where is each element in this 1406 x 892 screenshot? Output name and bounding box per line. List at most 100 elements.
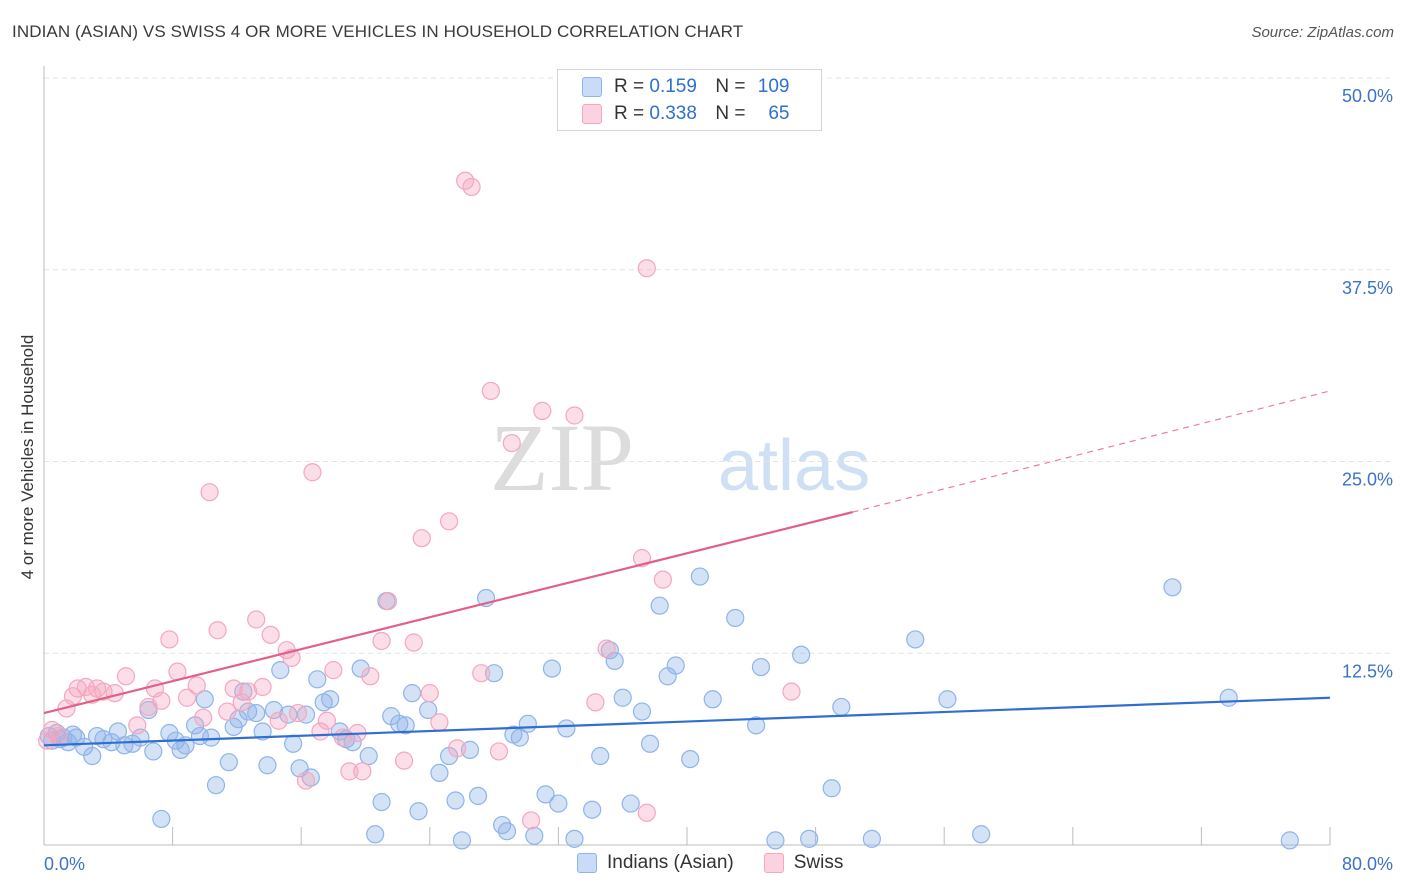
data-point: [404, 633, 423, 652]
data-point: [650, 596, 669, 615]
data-point: [372, 631, 391, 651]
data-point: [372, 792, 391, 812]
data-point: [219, 753, 238, 772]
data-point: [128, 716, 147, 735]
data-point: [666, 656, 685, 675]
data-point: [637, 259, 656, 278]
chart-title: INDIAN (ASIAN) VS SWISS 4 OR MORE VEHICL…: [12, 22, 744, 41]
correlation-legend: R = 0.159 N = 109 R = 0.338 N = 65: [557, 69, 822, 131]
data-point: [366, 825, 385, 844]
data-point: [351, 659, 370, 678]
data-point: [144, 742, 163, 761]
watermark-zip: ZIP: [490, 404, 634, 511]
data-point: [832, 697, 851, 717]
data-point: [232, 693, 251, 712]
legend-n-label: N =: [715, 103, 746, 124]
data-point: [177, 688, 197, 707]
data-point: [782, 682, 801, 701]
y-tick-label: 25.0%: [1342, 470, 1393, 490]
data-point: [1219, 688, 1238, 707]
series-legend: Indians (Asian) Swiss: [577, 852, 873, 874]
data-point: [472, 664, 491, 683]
data-point: [703, 690, 722, 709]
data-point: [542, 659, 562, 678]
data-point: [462, 177, 481, 197]
data-point: [518, 714, 537, 733]
data-point: [359, 746, 378, 766]
legend-r-label: R =: [614, 103, 645, 124]
data-point: [394, 751, 414, 770]
legend-swatch-blue: [582, 77, 602, 97]
data-point: [208, 621, 227, 640]
data-point: [557, 719, 576, 738]
legend-row-swiss: R = 0.338 N = 65: [582, 102, 790, 126]
y-tick-label: 12.5%: [1342, 661, 1393, 681]
data-point: [613, 688, 632, 707]
data-point: [206, 776, 226, 795]
legend-label-indians: Indians (Asian): [607, 852, 734, 873]
data-point: [497, 822, 517, 841]
data-point: [152, 691, 171, 710]
data-point: [862, 829, 881, 848]
legend-swatch-pink: [763, 853, 784, 873]
data-point: [726, 608, 745, 628]
data-point: [800, 829, 819, 848]
data-point: [420, 684, 439, 703]
data-point: [591, 746, 610, 766]
watermark-atlas: atlas: [718, 426, 870, 506]
legend-n-value: 109: [757, 76, 790, 97]
data-point: [49, 726, 68, 746]
data-point: [187, 676, 206, 695]
data-point: [412, 529, 431, 548]
data-point: [621, 794, 640, 813]
data-point: [448, 739, 467, 758]
data-point: [239, 682, 258, 701]
data-point: [247, 610, 266, 629]
data-point: [200, 483, 219, 502]
data-point: [1280, 831, 1299, 850]
data-point: [403, 684, 422, 703]
watermark: ZIP atlas: [490, 404, 870, 511]
data-point: [481, 381, 500, 401]
data-point: [317, 711, 337, 730]
legend-r-value: 0.338: [649, 103, 697, 124]
legend-r-value: 0.159: [649, 76, 697, 97]
data-point: [536, 785, 555, 804]
data-point: [938, 690, 957, 709]
data-point: [1163, 578, 1182, 597]
data-point: [439, 512, 459, 531]
data-point: [632, 702, 652, 721]
data-point: [308, 670, 327, 689]
data-point: [637, 803, 656, 822]
data-point: [640, 734, 660, 753]
data-point: [116, 667, 136, 686]
data-point: [485, 664, 504, 683]
data-point: [194, 708, 213, 727]
data-point: [502, 433, 521, 453]
data-point: [288, 703, 308, 723]
data-point: [224, 679, 243, 698]
data-point: [446, 791, 465, 810]
data-point: [906, 630, 925, 649]
y-tick-label: 37.5%: [1342, 278, 1393, 298]
data-point: [510, 728, 529, 747]
data-point: [468, 786, 488, 806]
data-point: [690, 567, 709, 586]
data-point: [747, 716, 766, 735]
data-point: [269, 711, 288, 730]
data-point: [583, 800, 602, 819]
data-point: [152, 809, 171, 829]
data-point: [296, 771, 316, 790]
data-point: [160, 630, 179, 649]
data-point: [549, 794, 568, 813]
data-point: [972, 825, 991, 844]
trend-line-indians: [43, 696, 1331, 747]
data-point: [284, 734, 303, 753]
legend-n-value: 65: [768, 103, 790, 124]
data-point: [258, 756, 277, 775]
data-point: [792, 645, 811, 664]
data-point: [83, 746, 102, 766]
data-point: [681, 749, 700, 769]
data-point: [340, 762, 359, 781]
